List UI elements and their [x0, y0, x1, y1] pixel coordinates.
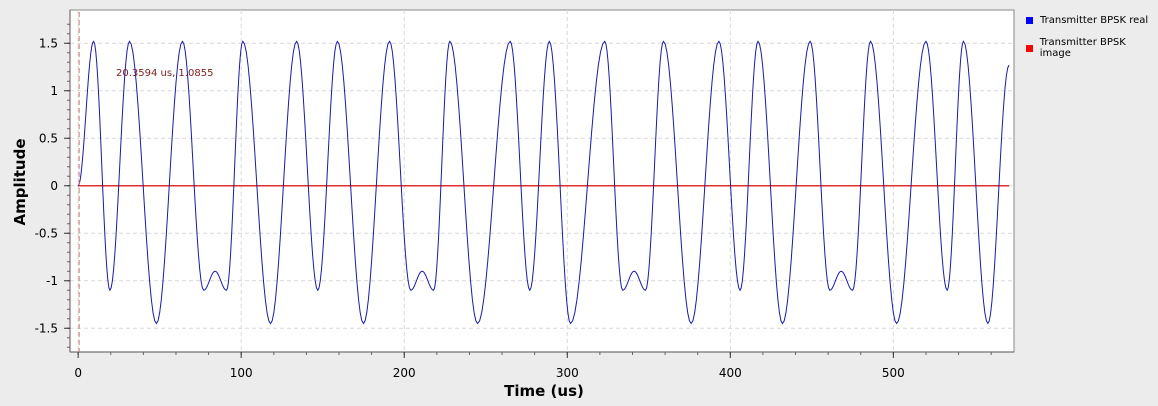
y-tick-label: 1.5 [39, 36, 58, 50]
x-axis-title: Time (us) [504, 382, 584, 400]
canvas-background [69, 9, 1015, 353]
x-tick-label: 300 [556, 366, 579, 380]
y-tick-label: -0.5 [35, 226, 58, 240]
legend-label-image: Transmitter BPSK image [1039, 37, 1126, 59]
series-layer [77, 12, 1010, 352]
axes [69, 10, 1014, 353]
y-tick-label: -1 [46, 274, 58, 288]
legend: Transmitter BPSK real Transmitter BPSK i… [1026, 12, 1156, 68]
legend-item-image[interactable]: Transmitter BPSK image [1026, 37, 1156, 59]
x-tick-label: 0 [74, 366, 82, 380]
x-tick-label: 400 [719, 366, 742, 380]
legend-swatch-image [1026, 44, 1033, 52]
marker-readout: 20.3594 us, 1.0855 [116, 68, 213, 79]
y-axis-title: Amplitude [11, 138, 29, 225]
y-tick-label: 0.5 [39, 131, 58, 145]
x-tick-label: 500 [882, 366, 905, 380]
legend-label-real: Transmitter BPSK real [1040, 14, 1149, 26]
marker-layer: 20.3594 us, 1.0855 [116, 68, 213, 79]
y-tick-label: 0 [50, 179, 58, 193]
tick-labels: -1.5 -1 -0.5 0 0.5 1 1.5 0 100 200 300 400 500 [35, 36, 905, 380]
legend-swatch-real [1026, 16, 1033, 24]
series-line-real [77, 40, 1010, 325]
legend-item-real[interactable]: Transmitter BPSK real [1026, 12, 1156, 28]
x-tick-label: 100 [230, 366, 253, 380]
y-tick-label: -1.5 [35, 321, 58, 335]
y-tick-label: 1 [50, 84, 58, 98]
x-tick-label: 200 [393, 366, 416, 380]
